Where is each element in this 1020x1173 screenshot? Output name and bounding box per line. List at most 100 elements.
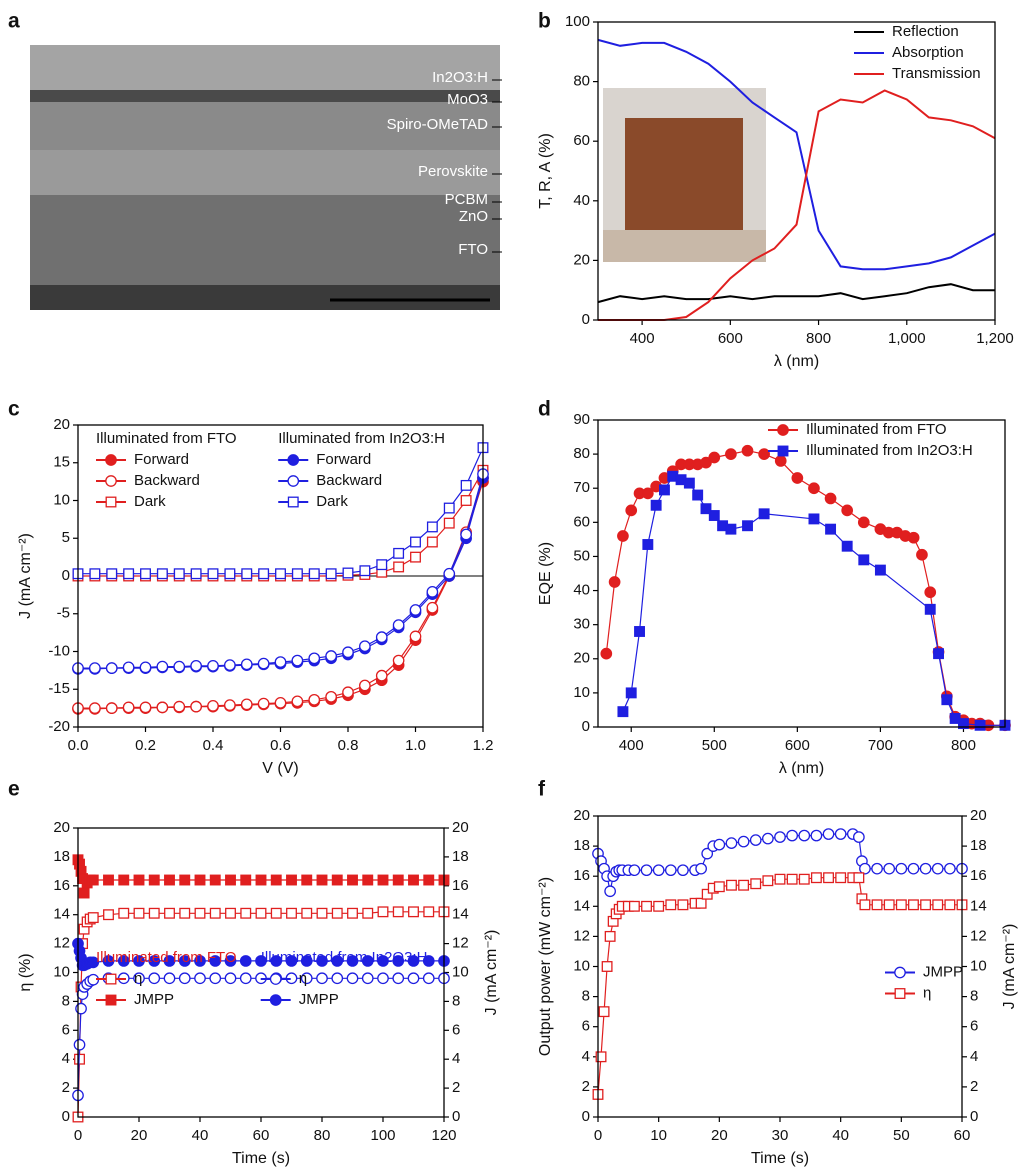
marker [89,662,101,674]
layer-label: MoO3 [447,91,488,108]
legend-marker [287,496,299,508]
marker [105,702,118,714]
x-axis-label: Time (s) [751,1150,809,1167]
y2-tick-label: 14 [970,897,987,914]
legend-marker [105,454,117,466]
y-tick-label: 30 [573,616,590,633]
marker [641,900,652,912]
marker [362,874,374,886]
y-tick-label: -10 [48,642,70,659]
marker [443,567,456,580]
legend-label: η [134,970,142,987]
y-tick-label: 10 [53,491,70,508]
legend-marker [894,988,906,999]
marker [156,660,169,673]
y-tick-label: 10 [573,957,590,974]
marker [625,687,637,699]
marker [774,831,786,843]
marker [362,907,374,919]
legend-label: Absorption [892,44,964,61]
marker [825,523,837,535]
y-tick-label: 10 [53,963,70,980]
marker [194,874,206,886]
marker [359,679,371,692]
marker [725,523,737,535]
marker [617,530,629,542]
marker [625,504,638,517]
marker [89,568,101,580]
marker [392,955,405,967]
marker [808,482,820,495]
marker [738,879,750,891]
y-tick-label: 90 [573,411,590,428]
y-tick-label: 70 [573,479,590,496]
marker [600,647,613,660]
marker [919,862,932,875]
marker [410,536,421,548]
marker [408,906,419,918]
y-tick-label: 0 [582,718,590,735]
legend-label: η [923,984,931,1001]
panel-letter: d [538,398,551,421]
marker [393,547,405,559]
x-tick-label: 50 [893,1127,910,1144]
marker [163,955,176,967]
marker [665,899,677,911]
marker [173,700,186,713]
x-tick-label: 10 [650,1127,667,1144]
marker [725,837,738,849]
y-tick-label: 20 [53,819,70,836]
marker [275,568,286,580]
y2-tick-label: 20 [452,819,469,836]
y2-tick-label: 8 [452,992,460,1009]
marker [209,955,222,967]
marker [392,972,405,985]
y-tick-label: 15 [53,454,70,471]
marker [194,972,206,985]
y2-tick-label: 16 [452,877,469,894]
marker [225,907,236,919]
marker [426,536,438,548]
panel-letter: f [538,778,546,801]
y-tick-label: 2 [582,1078,590,1095]
y-tick-label: 12 [53,935,70,952]
marker [291,654,304,667]
marker [423,906,435,918]
marker [650,499,662,511]
marker [133,972,145,985]
marker [240,907,252,919]
marker [361,955,374,967]
legend-label: JMPP [134,991,174,1008]
marker [460,479,472,491]
y-tick-label: 20 [573,251,590,268]
marker [270,907,282,919]
y-tick-label: 20 [53,416,70,433]
x-tick-label: 1.2 [473,737,494,754]
sem-image [30,45,500,310]
marker [762,875,774,887]
marker [103,874,114,886]
marker [225,874,236,886]
marker [359,565,371,577]
legend-label: Dark [316,493,348,510]
legend-title: Illuminated from FTO [96,949,237,966]
marker [700,503,712,515]
y-axis-label: EQE (%) [537,542,554,605]
series-line [78,481,484,710]
marker [708,451,721,464]
marker [347,907,358,919]
legend-marker [777,445,789,457]
marker [207,659,219,672]
legend-label: Backward [134,472,200,489]
series-line [597,283,995,304]
y-tick-label: 18 [53,848,70,865]
marker [700,456,712,469]
y-tick-label: 16 [573,867,590,884]
marker [824,492,837,505]
marker [426,521,438,533]
marker [604,885,616,898]
marker [224,955,237,967]
x-tick-label: 20 [131,1127,148,1144]
marker [853,872,865,884]
y2-tick-label: 18 [970,837,987,854]
